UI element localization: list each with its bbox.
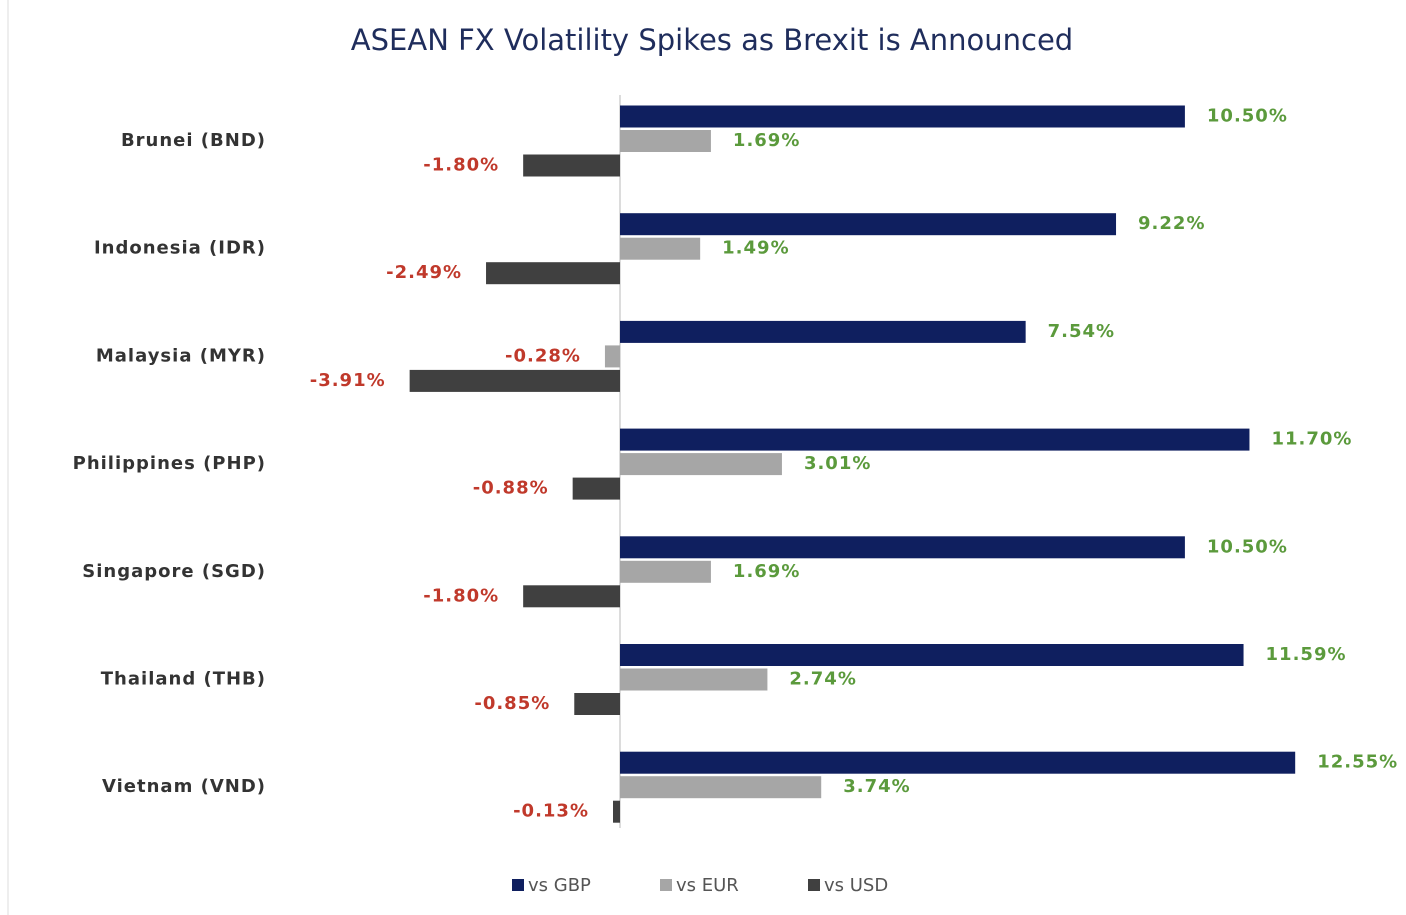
category-label: Philippines (PHP) xyxy=(73,453,266,474)
value-label: -0.88% xyxy=(473,478,549,499)
bar xyxy=(613,800,620,823)
chart-title: ASEAN FX Volatility Spikes as Brexit is … xyxy=(351,23,1073,57)
bar xyxy=(572,477,620,500)
bar xyxy=(620,751,1296,774)
bar xyxy=(574,693,620,715)
category-label: Vietnam (VND) xyxy=(102,776,266,797)
bar xyxy=(523,585,620,608)
value-label: 2.74% xyxy=(789,669,856,690)
value-label: 12.55% xyxy=(1317,752,1398,773)
value-label: 1.49% xyxy=(722,238,789,259)
value-label: 3.01% xyxy=(804,453,871,474)
value-label: -1.80% xyxy=(423,155,499,176)
bar xyxy=(620,213,1117,236)
category-label: Thailand (THB) xyxy=(101,669,266,690)
legend-swatch xyxy=(512,879,524,891)
value-label: 11.59% xyxy=(1266,644,1347,665)
bar xyxy=(620,668,768,691)
bar xyxy=(620,536,1185,559)
value-label: 7.54% xyxy=(1048,321,1115,342)
bar xyxy=(620,320,1026,343)
value-label: -0.28% xyxy=(505,345,581,366)
value-label: -0.85% xyxy=(474,693,550,714)
value-label: 10.50% xyxy=(1207,536,1288,557)
legend-label: vs USD xyxy=(824,875,888,896)
legend-label: vs GBP xyxy=(528,875,591,896)
value-label: 1.69% xyxy=(733,561,800,582)
bar xyxy=(620,453,782,476)
bar xyxy=(620,560,711,583)
category-label: Singapore (SGD) xyxy=(82,561,266,582)
value-label: -3.91% xyxy=(310,370,386,391)
bar xyxy=(620,105,1185,128)
value-label: 1.69% xyxy=(733,130,800,151)
value-label: 9.22% xyxy=(1138,213,1205,234)
legend-label: vs EUR xyxy=(676,875,739,896)
category-label: Malaysia (MYR) xyxy=(96,345,266,366)
bar xyxy=(523,154,620,177)
value-label: 11.70% xyxy=(1271,429,1352,450)
bar xyxy=(620,237,701,260)
bar xyxy=(409,369,620,392)
bar xyxy=(604,345,620,368)
category-label: Brunei (BND) xyxy=(121,130,266,151)
bar xyxy=(620,130,711,152)
bar xyxy=(620,776,822,799)
bar xyxy=(486,262,620,285)
value-label: 3.74% xyxy=(843,776,910,797)
bar xyxy=(620,428,1250,451)
value-label: 10.50% xyxy=(1207,106,1288,127)
bar xyxy=(620,644,1244,666)
legend-swatch xyxy=(808,879,820,891)
category-label: Indonesia (IDR) xyxy=(94,238,266,259)
value-label: -0.13% xyxy=(513,801,589,822)
value-label: -2.49% xyxy=(386,262,462,283)
value-label: -1.80% xyxy=(423,585,499,606)
legend-swatch xyxy=(660,879,672,891)
